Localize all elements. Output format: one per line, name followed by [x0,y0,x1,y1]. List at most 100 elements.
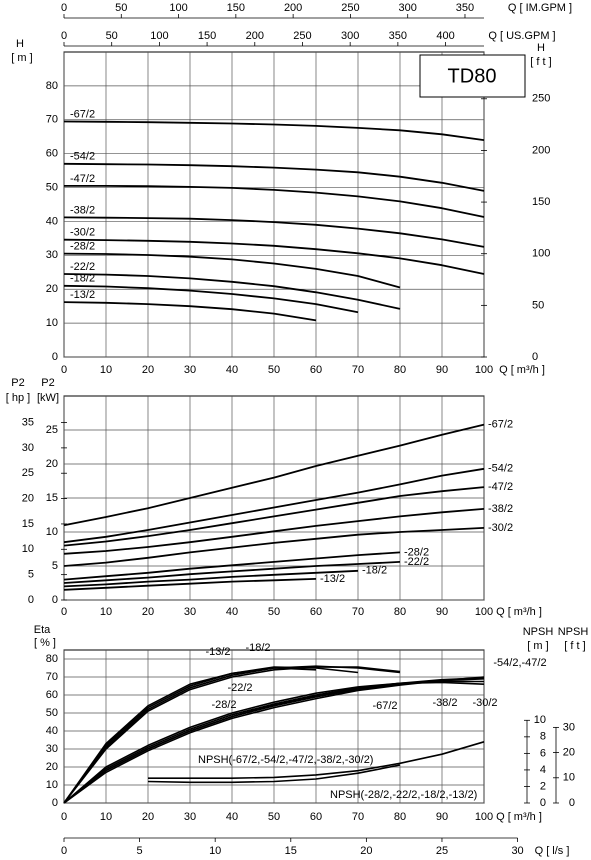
y-tick-label: 10 [534,714,546,726]
y-axis-unit: [ f t ] [564,640,585,652]
annotation: -54/2,-47/2 [493,657,546,669]
x2-tick-label: 20 [360,845,372,857]
y-tick-label: 80 [46,653,58,665]
top-tick-label: 250 [293,30,311,42]
y-tick-label: 50 [46,707,58,719]
top-tick-label: 200 [284,2,302,14]
series-label: -22/2 [70,261,95,273]
series-label: -30/2 [472,697,497,709]
series-label: -38/2 [70,204,95,216]
x-tick-label: 40 [226,364,238,376]
y-tick-label: 15 [22,518,34,530]
series-label: -30/2 [488,522,513,534]
y-tick-label: 8 [540,731,546,743]
series-label: -18/2 [362,565,387,577]
top-tick-label: 300 [341,30,359,42]
y-tick-label: 25 [46,424,58,436]
y-tick-label: 0 [52,351,58,363]
series-label: -67/2 [372,700,397,712]
x-tick-label: 60 [310,364,322,376]
x2-tick-label: 10 [209,845,221,857]
curve [63,551,401,581]
series-label: -22/2 [227,682,252,694]
y-tick-label: 60 [46,148,58,160]
y-tick-label: 15 [46,492,58,504]
x2-tick-label: 30 [511,845,523,857]
x-tick-label: 20 [142,811,154,823]
top-tick-label: 100 [150,30,168,42]
y-tick-label: 10 [46,526,58,538]
chart-title: TD80 [448,65,497,87]
top-tick-label: 350 [456,2,474,14]
x-axis-label: Q [ m³/h ] [496,606,542,618]
x-tick-label: 50 [268,811,280,823]
x-tick-label: 100 [475,811,493,823]
curve [63,120,485,141]
y-tick-label: 20 [22,492,34,504]
series-label: -38/2 [432,697,457,709]
x-tick-label: 80 [394,811,406,823]
x-tick-label: 30 [184,364,196,376]
y-axis-label: NPSH [523,626,554,638]
y-tick-label: 20 [46,761,58,773]
series-label: -13/2 [70,289,95,301]
x-tick-label: 100 [475,364,493,376]
curve [63,578,317,591]
series-label: -30/2 [70,227,95,239]
series-label: -22/2 [404,556,429,568]
y-tick-label: 50 [532,299,544,311]
series-label: -18/2 [70,273,95,285]
x-tick-label: 0 [61,811,67,823]
curve [64,185,485,218]
y-tick-label: 10 [22,543,34,555]
x-tick-label: 0 [61,606,67,618]
top-tick-label: 0 [61,30,67,42]
curve [63,162,485,192]
x-tick-label: 40 [226,606,238,618]
x2-tick-label: 0 [61,845,67,857]
curve [63,284,359,314]
y-tick-label: 35 [22,416,34,428]
curve [63,273,401,310]
y-tick-label: 0 [52,797,58,809]
series-label: -38/2 [488,503,513,515]
y-tick-label: 5 [28,569,34,581]
x-tick-label: 80 [394,364,406,376]
series-label: -54/2 [488,463,513,475]
y-tick-label: 20 [46,283,58,295]
x2-tick-label: 5 [137,845,143,857]
curve [63,301,317,322]
y-tick-label: 100 [532,248,550,260]
series-label: -28/2 [404,546,429,558]
y-tick-label: 20 [563,746,575,758]
curve [63,681,485,804]
x-tick-label: 50 [268,364,280,376]
curve [63,423,485,527]
y-tick-label: 30 [563,721,575,733]
series-label: -28/2 [211,699,236,711]
curve [147,764,401,784]
y-tick-label: 0 [532,351,538,363]
series-label: -18/2 [245,642,270,654]
x-tick-label: 50 [268,606,280,618]
x-axis-label: Q [ m³/h ] [496,811,542,823]
curve [63,486,485,547]
top-tick-label: 200 [246,30,264,42]
x-tick-label: 100 [475,606,493,618]
top-tick-label: 100 [169,2,187,14]
series-label: -13/2 [320,573,345,585]
x-tick-label: 70 [352,364,364,376]
series-label: NPSH(-28/2,-22/2,-18/2,-13/2) [330,789,477,801]
y-axis-unit: [ m ] [11,52,32,64]
top-tick-label: 300 [399,2,417,14]
curve [148,741,485,779]
x-tick-label: 30 [184,811,196,823]
top-tick-label: 50 [115,2,127,14]
series-label: -67/2 [488,418,513,430]
y-tick-label: 70 [46,671,58,683]
series-label: -54/2 [70,151,95,163]
x-tick-label: 80 [394,606,406,618]
y-tick-label: 30 [46,743,58,755]
